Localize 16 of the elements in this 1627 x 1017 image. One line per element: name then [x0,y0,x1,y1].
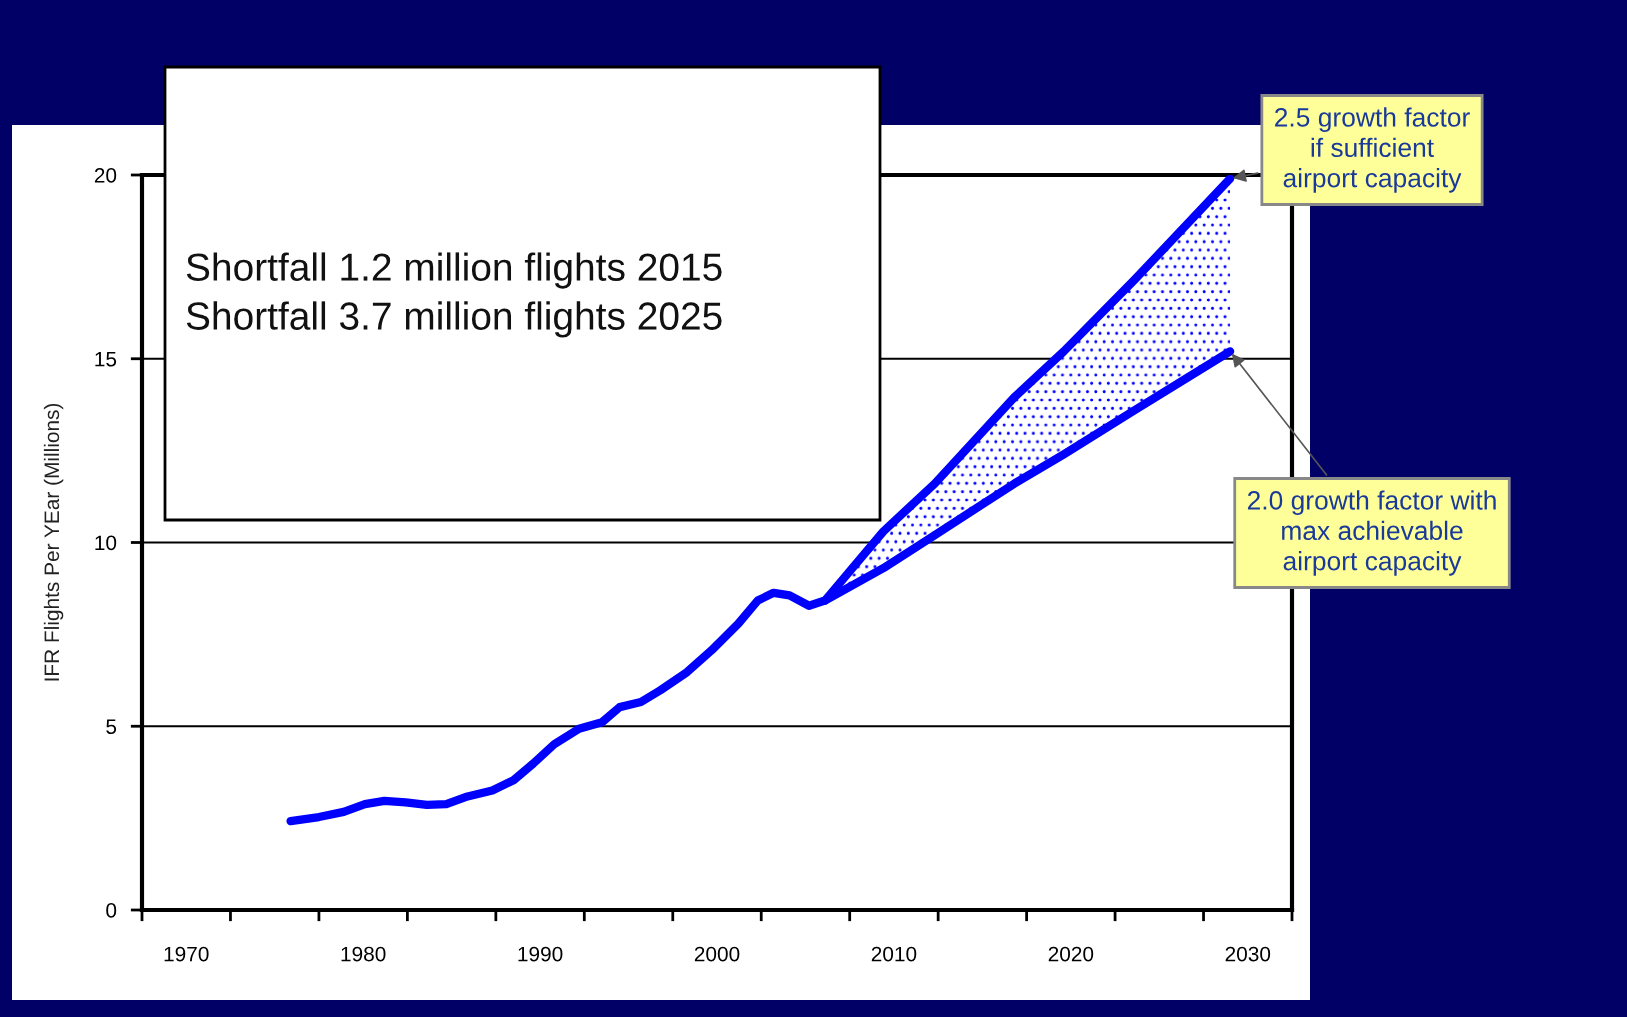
y-tick-label: 10 [95,535,117,551]
x-tick-label: 2000 [694,946,740,962]
x-tick-label: 1970 [164,946,209,962]
x-tick-label: 1980 [341,946,386,962]
y-tick-label: 0 [106,903,117,918]
x-tick-label: 2010 [871,946,917,962]
annotation: 2.0 growth factor with max achievable airport capacity [1247,490,1496,576]
x-tick-label: 1990 [518,946,563,962]
x-tick-label: 2020 [1048,946,1094,962]
y-tick-label: 15 [95,351,117,367]
y-axis-title: IFR Flights Per YEar (Millions) [43,403,64,681]
annotation: Shortfall 1.2 million flights 2015 Shortfall 3.7 million flights 2025 [186,252,722,338]
y-tick-label: 20 [94,168,117,183]
annotation: 2.5 growth factor if sufficient airport capacity [1275,107,1470,193]
y-tick-label: 5 [106,719,117,734]
x-tick-label: 2030 [1225,946,1271,962]
